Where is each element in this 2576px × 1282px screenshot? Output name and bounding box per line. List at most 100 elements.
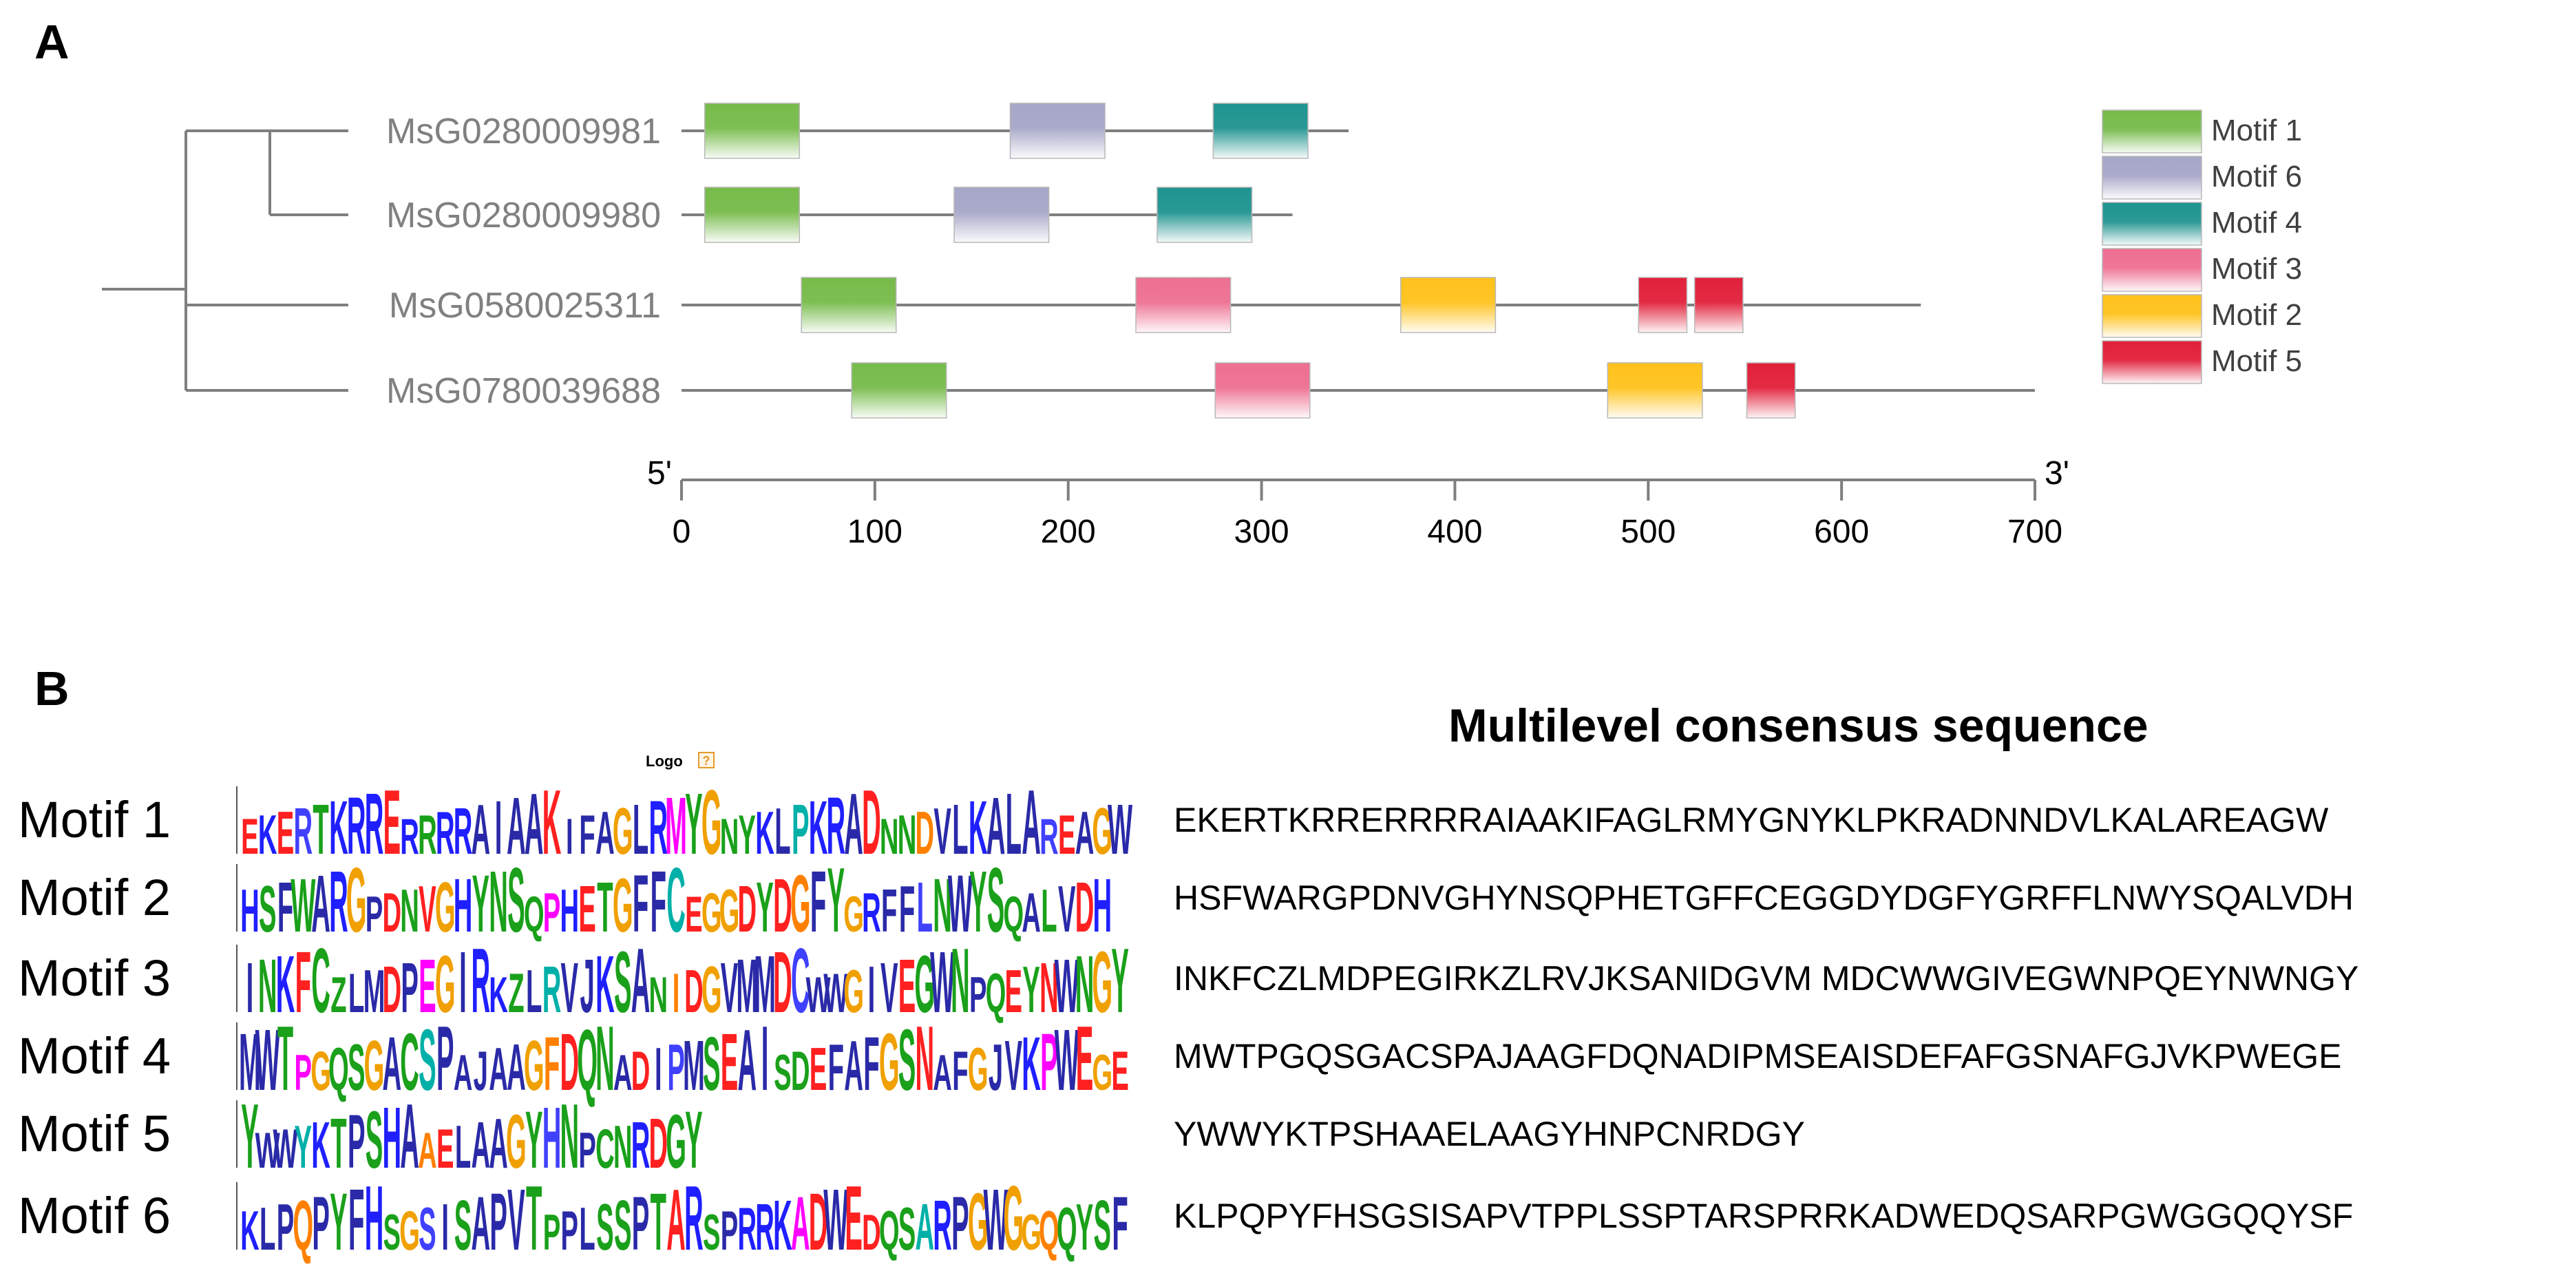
svg-text:F: F [899, 873, 915, 946]
svg-text:Y: Y [827, 848, 845, 952]
motif-box [1638, 277, 1688, 333]
svg-text:H: H [240, 877, 260, 945]
svg-text:M: M [239, 1016, 261, 1107]
motif-box [1135, 277, 1232, 333]
svg-text:A: A [1075, 799, 1095, 868]
legend-item: Motif 5 [2102, 340, 2302, 384]
svg-text:V: V [1058, 873, 1076, 946]
motif-rows: Motif 1 E K E R T KRR E RRRRA I AAK I F AG L RMYGN Y K L P K… [18, 770, 2358, 1270]
svg-text:V: V [933, 795, 951, 868]
svg-text:K: K [773, 1185, 792, 1265]
svg-text:K: K [489, 967, 508, 1024]
svg-text:G: G [843, 887, 864, 943]
svg-text:N: N [880, 809, 899, 865]
svg-text:Y: Y [330, 1175, 348, 1267]
svg-text:G: G [790, 857, 811, 949]
svg-text:T: T [526, 1166, 542, 1270]
consensus-sequence: EKERTKRRERRRRAIAAKIFAGLRMYGNYKLPKRADNNDV… [1174, 801, 2329, 839]
svg-text:R: R [293, 795, 313, 868]
axis-tick-label: 700 [2007, 514, 2062, 550]
svg-text:A: A [666, 1171, 686, 1268]
svg-text:M: M [363, 958, 386, 1026]
svg-text:I: I [761, 1007, 769, 1110]
svg-text:A: A [418, 1123, 437, 1179]
svg-text:E: E [721, 1016, 739, 1107]
legend-label: Motif 6 [2211, 160, 2302, 193]
legend-label: Motif 3 [2211, 252, 2302, 286]
svg-text:G: G [346, 848, 367, 952]
svg-text:J: J [580, 943, 594, 1029]
svg-text:Y: Y [295, 1113, 313, 1181]
svg-text:N: N [560, 1084, 579, 1188]
motif-box [704, 187, 801, 243]
svg-text:V: V [880, 947, 898, 1028]
svg-text:W: W [805, 967, 831, 1024]
svg-text:P: P [366, 887, 383, 943]
svg-text:R: R [684, 1166, 704, 1270]
svg-text:K: K [329, 785, 348, 870]
svg-text:P: P [969, 967, 987, 1024]
svg-text:A: A [454, 1045, 473, 1102]
gene-label: MsG0280009980 [386, 196, 661, 235]
svg-text:E: E [810, 1036, 827, 1104]
svg-text:A: A [400, 1084, 419, 1188]
svg-text:F: F [881, 877, 897, 945]
svg-text:N: N [613, 1113, 633, 1181]
logo-tag[interactable]: Logo ? [646, 752, 715, 770]
legend-item: Motif 4 [2102, 202, 2302, 246]
svg-text:E: E [578, 873, 596, 946]
svg-text:D: D [862, 1205, 881, 1261]
svg-text:P: P [277, 1191, 295, 1264]
svg-text:E: E [436, 1118, 454, 1179]
svg-text:S: S [703, 1205, 721, 1261]
gene-row: MsG0580025311 [389, 277, 1921, 333]
svg-text:R: R [862, 882, 881, 943]
svg-text:R: R [400, 809, 419, 865]
svg-text:Q: Q [577, 1011, 598, 1108]
svg-text:L: L [455, 1113, 471, 1181]
svg-text:W: W [273, 1118, 297, 1179]
axis-5prime-label: 5' [647, 455, 672, 492]
svg-text:L: L [348, 963, 364, 1024]
motif-box [1746, 362, 1796, 419]
svg-text:A: A [382, 1021, 401, 1106]
sequence-logo: MWT PGQSGAC S P A J AAG F DQNAD I PMS E A I S D E F A F GS NA… [236, 1007, 1129, 1110]
svg-text:R: R [631, 1109, 651, 1182]
svg-text:S: S [774, 1045, 792, 1102]
svg-text:Q: Q [1057, 1195, 1077, 1263]
svg-text:R: R [648, 785, 668, 870]
svg-text:A: A [933, 1045, 952, 1102]
svg-text:A: A [844, 775, 863, 872]
svg-text:P: P [295, 1045, 313, 1102]
svg-text:D: D [773, 934, 792, 1031]
svg-text:L: L [579, 1195, 595, 1263]
svg-text:W: W [255, 1123, 281, 1179]
svg-text:R: R [737, 1195, 757, 1263]
svg-text:R: R [454, 795, 473, 868]
svg-text:W: W [823, 1171, 848, 1268]
motif-row-label: Motif 2 [18, 869, 171, 926]
svg-text:A: A [471, 1181, 490, 1266]
svg-text:G: G [701, 770, 722, 874]
gene-label: MsG0780039688 [386, 371, 661, 411]
svg-text:G: G [719, 877, 740, 945]
svg-text:F: F [863, 1021, 879, 1106]
svg-text:S: S [454, 1185, 472, 1265]
gene-row: MsG0280009981 [386, 103, 1349, 159]
svg-text:D: D [1075, 867, 1095, 947]
svg-text:E: E [383, 770, 401, 874]
svg-text:R: R [329, 853, 348, 950]
axis-tick-label: 200 [1041, 514, 1096, 550]
svg-text:R: R [365, 775, 384, 872]
position-axis: 5' 3' 0 100 200 300 400 500 600 700 [647, 455, 2069, 550]
svg-text:T: T [313, 789, 328, 870]
svg-text:P: P [667, 1031, 685, 1104]
svg-text:P: P [348, 1099, 366, 1184]
gene-label: MsG0580025311 [389, 286, 661, 326]
svg-text:V: V [1005, 1025, 1023, 1106]
svg-text:S: S [898, 1011, 916, 1108]
svg-text:T: T [330, 1103, 346, 1184]
question-icon[interactable]: ? [698, 752, 715, 768]
svg-text:W: W [1055, 943, 1079, 1029]
